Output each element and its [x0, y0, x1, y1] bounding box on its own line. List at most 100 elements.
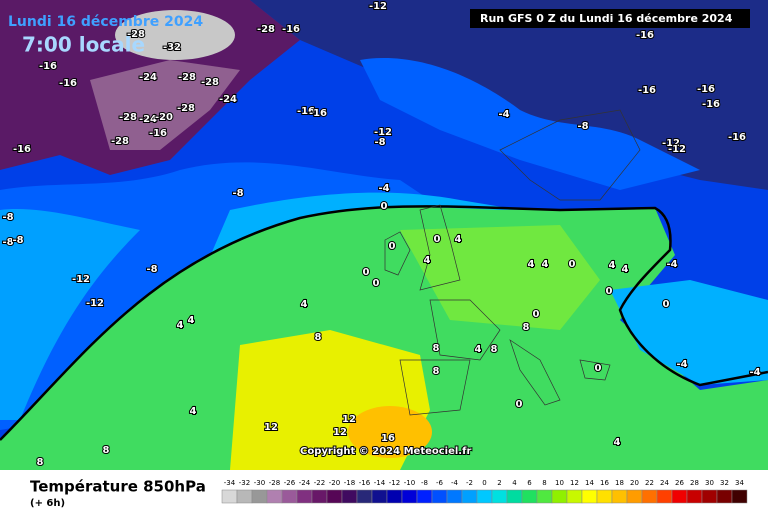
scale-swatch: [266, 489, 283, 504]
scale-label: -2: [466, 479, 473, 487]
scale-label: 20: [630, 479, 639, 487]
france: [429, 299, 501, 361]
contour-label: -20: [155, 112, 173, 123]
iberia: [399, 359, 471, 416]
scale-label: -4: [451, 479, 459, 487]
scale-label: 30: [705, 479, 714, 487]
scale-label: 0: [482, 479, 486, 487]
contour-label: -12: [668, 144, 686, 155]
contour-label: 0: [381, 201, 388, 212]
map: -12-16-28-28-32-16-16-24 -28 -28-24-28-28-…: [0, 0, 768, 471]
zero-isotherm: [0, 205, 768, 441]
contour-label: -8: [2, 212, 13, 223]
greenland-cap: [115, 10, 235, 60]
contour-label: -24: [219, 94, 237, 105]
contour-label: -16: [13, 144, 31, 155]
contour-label: 0: [569, 259, 576, 270]
contour-label: 4: [455, 234, 462, 245]
scale-swatch: [446, 489, 463, 504]
scale-label: -8: [421, 479, 428, 487]
contour-label: 0: [663, 299, 670, 310]
contour-label: -8: [146, 264, 157, 275]
contour-label: -12: [369, 1, 387, 12]
contour-label: -16: [636, 30, 654, 41]
scale-label: 24: [660, 479, 669, 487]
scale-swatch: [296, 489, 313, 504]
scale-swatch: [251, 489, 268, 504]
contour-label: -4: [666, 259, 677, 270]
scale-swatch: [701, 489, 718, 504]
contour-label: -28: [257, 24, 275, 35]
scale-swatch: [386, 489, 403, 504]
date: Lundi 16 décembre 2024: [8, 14, 203, 30]
scale-swatch: [371, 489, 388, 504]
scale-label: 28: [690, 479, 699, 487]
scale-swatch: [236, 489, 253, 504]
contour-label: 0: [533, 309, 540, 320]
contour-label: -24: [139, 114, 157, 125]
scale-swatch: [431, 489, 448, 504]
scale-swatch: [326, 489, 343, 504]
scale-label: -6: [436, 479, 444, 487]
scale-swatch: [401, 489, 418, 504]
contour-label: 0: [363, 267, 370, 278]
contour-label: 4: [528, 259, 535, 270]
coastlines: [384, 109, 641, 416]
hot-spot: [348, 406, 432, 458]
scale-swatch: [281, 489, 298, 504]
scale-label: -12: [389, 479, 400, 487]
copyright: Copyright © 2024 Meteociel.fr: [300, 446, 471, 457]
scale-swatch: [596, 489, 613, 504]
contour-label: -8: [12, 235, 23, 246]
scale-label: 16: [600, 479, 609, 487]
run: Run GFS 0 Z du Lundi 16 décembre 2024: [480, 12, 733, 25]
contour-label: -28: [119, 112, 137, 123]
scale-swatch: [521, 489, 538, 504]
scale-label: -20: [329, 479, 340, 487]
scale-swatch: [581, 489, 598, 504]
contour-label: -12: [72, 274, 90, 285]
contour-label: -16: [149, 128, 167, 139]
contour-label: -16: [728, 132, 746, 143]
scandinavia: [499, 109, 641, 201]
contour-label: 8: [523, 322, 530, 333]
east-cold-pocket: [610, 280, 768, 385]
contour-label: 8: [315, 332, 322, 343]
contour-label: -12: [374, 127, 392, 138]
contour-label: 4: [301, 299, 308, 310]
contour-label: 4: [609, 260, 616, 271]
scale-swatch: [626, 489, 643, 504]
contour-label: -32: [163, 42, 181, 53]
scale-label: -22: [314, 479, 325, 487]
contour-label: 4: [475, 344, 482, 355]
contour-label: 4: [177, 320, 184, 331]
contour-label: -12: [662, 138, 680, 149]
contour-label: -24: [139, 72, 157, 83]
scale-swatch: [491, 489, 508, 504]
contour-label: 8: [433, 343, 440, 354]
contour-label: -8: [232, 188, 243, 199]
scale-label: -34: [224, 479, 236, 487]
scale-label: 26: [675, 479, 684, 487]
contour-label: -28: [178, 72, 196, 83]
scale-label: 32: [720, 479, 729, 487]
scale-swatch: [461, 489, 478, 504]
contour-label: 12: [333, 427, 347, 438]
scale-swatch: [656, 489, 673, 504]
greenland-ice: [90, 60, 240, 150]
britain: [419, 204, 461, 291]
scale-label: -32: [239, 479, 250, 487]
scale-label: -10: [404, 479, 415, 487]
contour-label: -28: [111, 136, 129, 147]
contour-label: 0: [595, 363, 602, 374]
scale-label: 8: [542, 479, 546, 487]
scale-swatch: [731, 489, 748, 504]
time: 7:00 locale: [22, 33, 145, 57]
scale-swatch: [221, 489, 238, 504]
contour-label: -8: [577, 121, 588, 132]
scale-label: -28: [269, 479, 280, 487]
contour-label: 0: [606, 286, 613, 297]
contour-label: -28: [201, 77, 219, 88]
contour-label: -16: [39, 61, 57, 72]
contour-label: 12: [264, 422, 278, 433]
